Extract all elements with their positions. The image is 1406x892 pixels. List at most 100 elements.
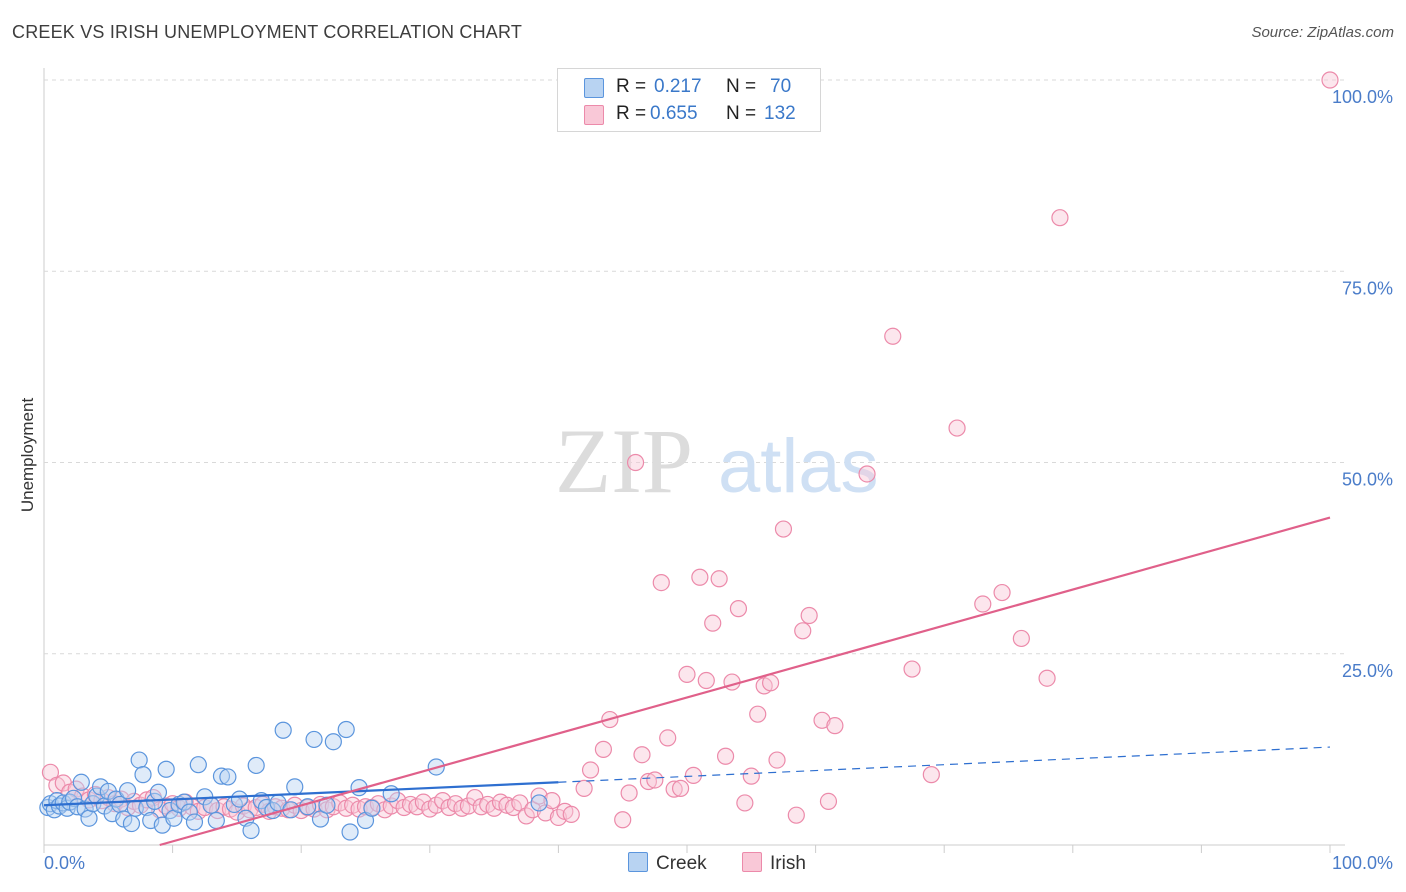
creek-point bbox=[157, 760, 175, 778]
irish-point bbox=[948, 419, 966, 437]
creek-point bbox=[286, 778, 304, 796]
creek-point bbox=[274, 721, 292, 739]
legend-irish-r-label: R = bbox=[616, 103, 647, 124]
irish-point bbox=[549, 808, 568, 827]
irish-point bbox=[389, 792, 407, 810]
creek-point bbox=[202, 796, 220, 814]
irish-point bbox=[678, 665, 696, 684]
irish-point bbox=[575, 779, 593, 797]
irish-point bbox=[761, 674, 780, 692]
creek-point bbox=[189, 756, 207, 774]
creek-point bbox=[80, 809, 98, 827]
creek-point bbox=[207, 811, 225, 830]
irish-point bbox=[562, 805, 580, 824]
y-tick-label: 25.0% bbox=[1342, 661, 1393, 681]
irish-point bbox=[485, 799, 503, 817]
creek-point bbox=[247, 756, 265, 775]
legend-row-irish: R = 0.655 N = 132 bbox=[558, 101, 820, 127]
irish-point bbox=[794, 622, 812, 640]
irish-point bbox=[356, 798, 375, 816]
irish-point bbox=[826, 717, 844, 735]
irish-point bbox=[774, 520, 793, 538]
legend-creek-n-label: N = bbox=[726, 76, 757, 97]
trend-lines bbox=[43, 516, 1331, 847]
legend-creek-r-value: 0.217 bbox=[654, 76, 702, 97]
irish-point bbox=[1321, 71, 1339, 89]
irish-point bbox=[646, 771, 664, 789]
irish-point bbox=[819, 792, 838, 810]
axis-ticks: 25.0% 50.0% 75.0% 100.0% 0.0% 100.0% bbox=[44, 87, 1393, 873]
irish-point bbox=[993, 583, 1011, 602]
bottom-legend-swatch-creek bbox=[628, 852, 648, 872]
creek-point bbox=[64, 789, 83, 807]
legend-swatch-irish bbox=[584, 105, 604, 125]
irish-point bbox=[729, 600, 748, 618]
creek-point bbox=[180, 803, 198, 821]
irish-point bbox=[659, 729, 677, 747]
x-tick-label: 0.0% bbox=[44, 853, 85, 873]
irish-point bbox=[884, 327, 902, 345]
creek-point bbox=[130, 751, 148, 769]
irish-point bbox=[594, 740, 613, 758]
creek-point bbox=[305, 730, 323, 749]
bottom-legend-irish-label: Irish bbox=[770, 853, 806, 874]
creek-trend-line bbox=[43, 781, 559, 807]
irish-point bbox=[800, 606, 818, 625]
irish-point bbox=[1012, 629, 1030, 648]
y-tick-label: 75.0% bbox=[1342, 278, 1393, 298]
irish-point bbox=[524, 801, 542, 819]
creek-point bbox=[219, 768, 237, 786]
y-tick-label: 100.0% bbox=[1332, 87, 1393, 107]
irish-point bbox=[736, 794, 754, 812]
irish-point bbox=[530, 787, 548, 805]
irish-point bbox=[974, 595, 992, 613]
creek-point bbox=[341, 823, 359, 841]
irish-point bbox=[581, 761, 600, 779]
irish-point bbox=[704, 614, 722, 632]
irish-point bbox=[723, 673, 741, 691]
irish-point bbox=[742, 767, 760, 785]
creek-point bbox=[72, 773, 90, 791]
creek-point bbox=[324, 733, 342, 751]
irish-point bbox=[626, 453, 645, 472]
irish-point bbox=[652, 574, 670, 592]
irish-point bbox=[813, 711, 831, 729]
creek-point bbox=[382, 785, 400, 803]
creek-point bbox=[230, 790, 249, 808]
bottom-legend-irish: Irish bbox=[742, 852, 806, 875]
irish-point bbox=[1051, 209, 1069, 227]
y-tick-label: 50.0% bbox=[1342, 470, 1393, 490]
source-label: Source: ZipAtlas.com bbox=[1251, 24, 1394, 41]
irish-point bbox=[671, 779, 690, 797]
irish-point bbox=[517, 807, 535, 825]
irish-point bbox=[639, 772, 658, 791]
irish-point bbox=[614, 811, 632, 829]
irish-point bbox=[633, 746, 651, 764]
irish-point bbox=[691, 568, 709, 586]
correlation-legend: R = 0.217 N = 70 R = 0.655 N = 132 bbox=[557, 68, 821, 132]
creek-point bbox=[242, 821, 260, 840]
creek-point bbox=[311, 810, 330, 828]
irish-point bbox=[1038, 669, 1056, 687]
legend-creek-r-label: R = bbox=[616, 76, 647, 97]
irish-point bbox=[768, 751, 786, 769]
irish-point bbox=[922, 766, 940, 784]
irish-point bbox=[787, 806, 805, 824]
watermark-zip: ZIP bbox=[555, 410, 693, 512]
watermark: ZIP atlas bbox=[555, 410, 879, 512]
irish-point bbox=[543, 792, 561, 810]
chart-title: CREEK VS IRISH UNEMPLOYMENT CORRELATION … bbox=[12, 22, 523, 42]
irish-trend-line bbox=[159, 516, 1331, 847]
creek-point bbox=[363, 799, 381, 817]
creek-point bbox=[134, 766, 152, 784]
watermark-atlas: atlas bbox=[718, 424, 879, 509]
irish-point bbox=[716, 747, 735, 765]
creek-series bbox=[39, 720, 548, 841]
irish-point bbox=[620, 784, 638, 802]
creek-point bbox=[149, 783, 168, 801]
creek-point bbox=[337, 720, 355, 739]
legend-irish-r-value: 0.655 bbox=[650, 103, 698, 124]
irish-point bbox=[858, 465, 876, 483]
bottom-legend-creek: Creek bbox=[628, 852, 707, 875]
